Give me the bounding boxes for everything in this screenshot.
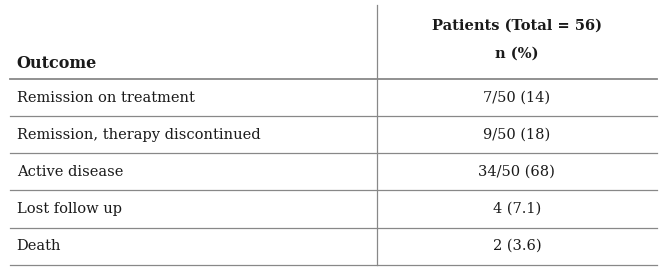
Text: Lost follow up: Lost follow up <box>17 202 121 216</box>
Text: 34/50 (68): 34/50 (68) <box>478 165 556 179</box>
Text: Death: Death <box>17 239 61 253</box>
Text: Remission on treatment: Remission on treatment <box>17 91 195 105</box>
Text: Remission, therapy discontinued: Remission, therapy discontinued <box>17 128 260 142</box>
Text: 4 (7.1): 4 (7.1) <box>493 202 541 216</box>
Text: n (%): n (%) <box>495 46 539 60</box>
Text: Outcome: Outcome <box>17 55 97 72</box>
Text: Patients (Total = 56): Patients (Total = 56) <box>432 19 602 33</box>
Text: 9/50 (18): 9/50 (18) <box>484 128 550 142</box>
Text: 2 (3.6): 2 (3.6) <box>493 239 541 253</box>
Text: 7/50 (14): 7/50 (14) <box>484 91 550 105</box>
Text: Active disease: Active disease <box>17 165 123 179</box>
